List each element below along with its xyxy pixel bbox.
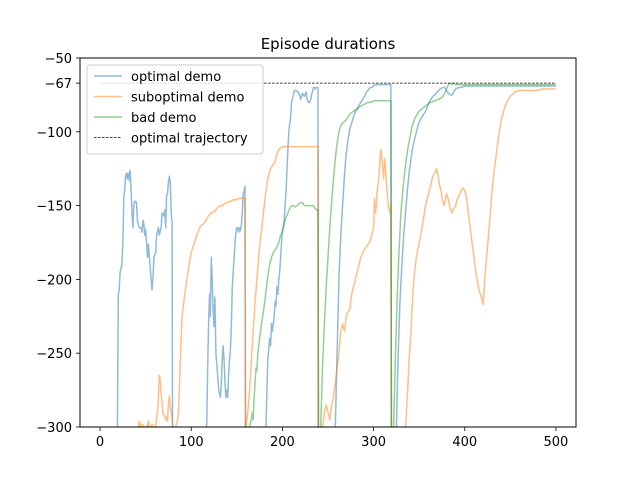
chart-title: Episode durations [261,35,396,53]
x-tick-label: 300 [361,435,386,450]
series-line-optimal-demo-0 [116,169,174,427]
legend: optimal demo suboptimal demo bad demo optim… [86,64,264,155]
series-line-optimal-demo-2 [265,86,320,427]
axes-frame [79,57,577,428]
series-line-suboptimal-demo-4 [404,88,556,427]
legend-box [86,64,264,155]
x-axis: 0 100 200 300 400 500 [96,427,568,450]
series-line-suboptimal-demo-3 [320,148,393,427]
legend-label-optimal-trajectory: optimal trajectory [131,132,248,147]
legend-label-optimal-demo: optimal demo [131,70,221,85]
y-tick-label: −50 [45,52,72,67]
series-line-optimal-demo-4 [395,85,556,427]
series-line-suboptimal-demo-1 [173,197,247,427]
series-line-bad-demo-1 [319,100,393,427]
y-tick-label: −150 [36,200,72,215]
x-tick-label: 100 [179,435,204,450]
x-tick-label: 0 [96,435,104,450]
x-tick-label: 500 [544,435,569,450]
y-tick-label: −67 [45,77,72,92]
y-tick-label: −100 [36,126,72,141]
y-axis: −300 −250 −200 −150 −100 −67 −50 [36,52,80,436]
series-line-bad-demo-2 [392,82,556,427]
series-line-optimal-demo-3 [334,83,393,427]
legend-label-suboptimal-demo: suboptimal demo [131,91,244,106]
y-tick-label: −200 [36,273,72,288]
y-tick-label: −300 [36,421,72,436]
x-tick-label: 200 [270,435,295,450]
series-line-suboptimal-demo-2 [245,145,320,427]
series-layer [100,82,556,427]
y-tick-label: −250 [36,347,72,362]
series-line-bad-demo-0 [248,201,320,427]
x-tick-label: 400 [452,435,477,450]
series-line-suboptimal-demo-0 [137,374,174,427]
series-line-optimal-demo-1 [205,185,247,427]
legend-label-bad-demo: bad demo [131,111,197,126]
